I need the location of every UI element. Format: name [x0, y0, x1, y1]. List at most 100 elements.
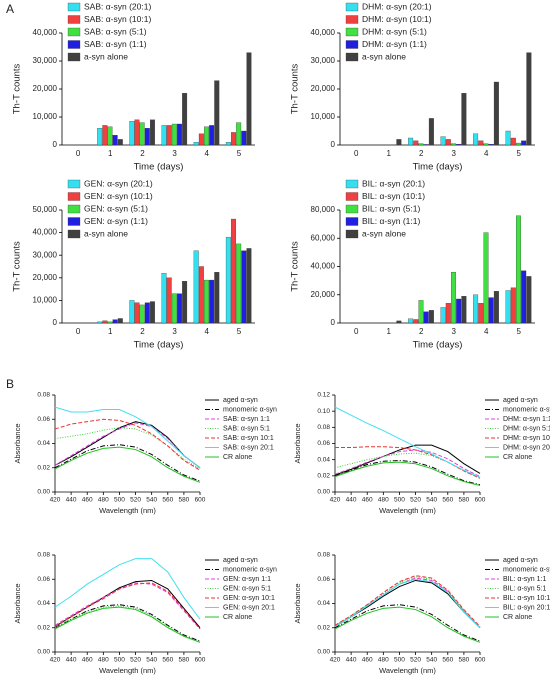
bar [241, 130, 247, 146]
bar [236, 122, 242, 146]
bar [246, 248, 252, 324]
y-tick-label: 0.04 [37, 440, 50, 447]
legend-label: SAB: α-syn (5:1) [84, 26, 147, 36]
legend-swatch [345, 52, 359, 62]
bar [161, 125, 167, 146]
legend-label: GEN: α-syn (1:1) [84, 216, 148, 226]
x-tick-label: 420 [50, 657, 61, 664]
line-series [334, 444, 481, 476]
bar [418, 300, 424, 324]
bar [450, 271, 456, 324]
line-series [54, 418, 201, 471]
legend-swatch [345, 192, 359, 201]
x-tick-label: 560 [162, 497, 173, 504]
bar [231, 218, 236, 324]
bar [493, 81, 499, 146]
bar [225, 142, 231, 146]
line-series [54, 605, 201, 643]
bar [171, 293, 177, 324]
legend-label: BIL: α-syn 1:1 [503, 576, 546, 583]
y-tick-label: 0.02 [317, 473, 330, 480]
y-tick-label: 0.06 [37, 576, 50, 583]
legend-label: DHM: α-syn (5:1) [362, 26, 427, 36]
x-tick-label: 580 [458, 657, 469, 664]
bar [510, 287, 516, 324]
bar [408, 137, 414, 146]
legend-label: aged α-syn [223, 557, 258, 564]
x-tick-label: 440 [66, 657, 77, 664]
bar [440, 307, 446, 324]
bar [117, 318, 123, 324]
legend-label: SAB: α-syn (1:1) [84, 39, 147, 49]
bar [112, 135, 118, 146]
x-tick-label: 500 [394, 497, 405, 504]
bar [418, 143, 424, 146]
legend-label: GEN: α-syn 5:1 [223, 585, 271, 592]
legend-label: CR alone [503, 454, 532, 461]
bar [166, 277, 172, 324]
legend-label: aged α-syn [223, 397, 258, 404]
line-series [334, 577, 481, 629]
bar [149, 119, 155, 146]
bar [478, 140, 484, 146]
panel-label: A [6, 2, 14, 16]
bar [144, 128, 150, 146]
line-series [54, 606, 201, 643]
x-tick-label: 2 [419, 327, 424, 336]
x-tick-label: 600 [195, 497, 206, 504]
x-tick-label: 580 [178, 657, 189, 664]
legend-swatch [345, 179, 359, 189]
x-tick-label: 600 [475, 657, 486, 664]
bar [139, 304, 145, 324]
x-axis-title: Time (days) [413, 340, 463, 351]
line-series [334, 576, 481, 629]
y-tick-label: 40,000 [33, 28, 58, 37]
line-series [334, 575, 481, 627]
bar [246, 52, 252, 146]
bar [204, 126, 209, 146]
y-tick-label: 50,000 [33, 205, 58, 214]
legend-label: BIL: α-syn 20:1 [503, 604, 550, 611]
x-tick-label: 3 [172, 149, 177, 158]
bar [182, 93, 188, 146]
bar [488, 297, 494, 324]
legend-label: DHM: α-syn 10:1 [503, 435, 550, 442]
y-tick-label: 20,000 [311, 290, 336, 299]
x-tick-label: 2 [140, 327, 145, 336]
legend-label: monomeric α-syn [503, 406, 550, 413]
legend-label: GEN: α-syn (10:1) [84, 191, 153, 201]
y-tick-label: 20,000 [33, 273, 58, 282]
y-axis-title: Absorbance [13, 423, 22, 463]
x-tick-label: 520 [410, 497, 421, 504]
legend-label: BIL: α-syn (1:1) [362, 216, 420, 226]
legend-label: a-syn alone [362, 228, 406, 238]
panel-label: B [6, 377, 14, 391]
bar [129, 300, 135, 324]
legend-label: GEN: α-syn (20:1) [84, 178, 153, 188]
bar [177, 293, 182, 324]
y-axis-title: Th-T counts [290, 241, 301, 292]
y-tick-label: 0.06 [317, 576, 330, 583]
legend-swatch [345, 217, 359, 226]
line-series [54, 446, 201, 483]
legend-swatch [67, 179, 81, 189]
legend-swatch [67, 217, 81, 226]
x-axis-title: Wavelength (nm) [99, 506, 156, 515]
y-tick-label: 20,000 [33, 84, 58, 93]
y-tick-label: 0.08 [317, 424, 330, 431]
bar [423, 144, 429, 146]
legend-label: SAB: α-syn 1:1 [223, 416, 270, 423]
x-tick-label: 480 [98, 657, 109, 664]
y-tick-label: 0.02 [37, 464, 50, 471]
legend-swatch [67, 40, 81, 49]
bar [204, 279, 209, 324]
x-axis-title: Time (days) [134, 162, 184, 173]
y-tick-label: 0.02 [37, 624, 50, 631]
bar [241, 250, 247, 324]
x-tick-label: 460 [362, 497, 373, 504]
bar [107, 321, 113, 324]
x-tick-label: 440 [66, 497, 77, 504]
line-series [334, 461, 481, 487]
y-tick-label: 0 [331, 140, 336, 149]
y-tick-label: 0.12 [317, 392, 330, 399]
